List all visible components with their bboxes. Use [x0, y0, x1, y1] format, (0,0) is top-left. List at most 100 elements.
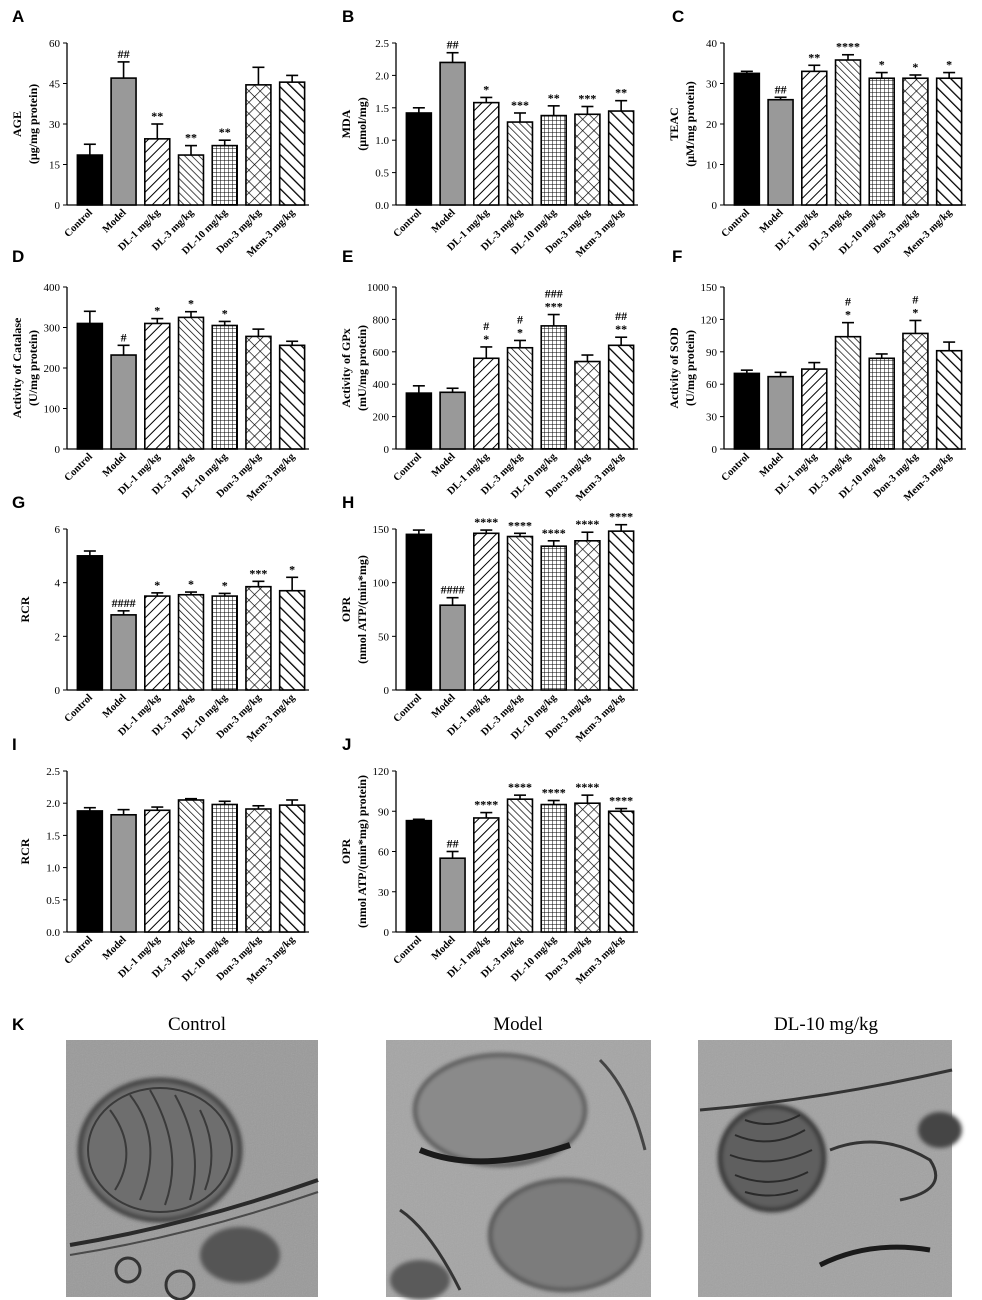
x-tick-label: Model: [101, 207, 129, 235]
bar-dl-10-mg-kg: [868, 357, 895, 450]
y-tick-label: 1.0: [375, 135, 389, 147]
chart-panel-b: B 0.0 0.5 1.0 1.5 2.0 2.5 MDA (μmol/mg) Control ##…: [339, 7, 638, 259]
y-axis-unit: (U/mg protein): [683, 330, 697, 406]
bar-dl-10-mg-kg: [868, 77, 895, 206]
panel-letter-h: H: [342, 493, 354, 512]
y-tick-label: 0.5: [375, 168, 389, 180]
y-axis-unit: (U/mg protein): [26, 330, 40, 406]
bar-don-3-mg-kg: [574, 360, 601, 450]
y-tick-label: 0: [55, 444, 61, 456]
bar-dl-10-mg-kg: [211, 324, 238, 450]
y-tick-label: 0.0: [46, 927, 60, 939]
y-tick-label: 120: [373, 766, 390, 778]
panel-letter-g: G: [12, 493, 25, 512]
y-tick-label: 50: [378, 631, 390, 643]
y-tick-label: 1.5: [46, 830, 60, 842]
significance-label: ##: [615, 309, 627, 323]
y-axis-label: MDA: [339, 109, 353, 138]
bar-mem-3-mg-kg: [607, 530, 635, 691]
bar-dl-3-mg-kg: [506, 535, 534, 691]
x-tick-label: Model: [430, 934, 458, 962]
y-tick-label: 30: [49, 119, 61, 131]
y-axis-label: Activity of Catalase: [10, 317, 24, 418]
y-tick-label: 2.0: [375, 70, 389, 82]
y-tick-label: 20: [706, 119, 718, 131]
significance-label: **: [185, 131, 197, 145]
significance-label: **: [219, 125, 231, 139]
bar-model: [439, 604, 466, 691]
y-axis-unit: (nmol ATP/(min*mg) protein): [355, 775, 369, 928]
bar-control: [405, 819, 433, 933]
significance-label: ****: [508, 780, 532, 794]
significance-label: ***: [578, 92, 596, 106]
bar-mem-3-mg-kg: [278, 344, 306, 450]
y-tick-label: 90: [378, 806, 390, 818]
bar-dl-3-mg-kg: [506, 346, 534, 450]
y-tick-label: 0: [712, 444, 718, 456]
chart-panel-h: H 0 50 100 150 OPR (nmol ATP/(min*mg) Control ##…: [339, 493, 638, 744]
y-tick-label: 120: [701, 314, 718, 326]
bar-model: [767, 98, 794, 206]
bar-dl-3-mg-kg: [834, 59, 862, 206]
bar-dl-1-mg-kg: [801, 70, 828, 206]
bar-mem-3-mg-kg: [607, 110, 635, 206]
x-tick-label: Model: [430, 207, 458, 235]
y-tick-label: 30: [378, 887, 390, 899]
x-tick-label: Control: [392, 207, 424, 239]
em-caption-model: Model: [493, 1014, 543, 1035]
significance-label: *: [946, 58, 952, 72]
bar-mem-3-mg-kg: [935, 349, 963, 450]
bar-model: [110, 614, 137, 691]
significance-label: **: [615, 322, 627, 336]
x-tick-label: Control: [63, 934, 95, 966]
x-tick-label: Model: [758, 207, 786, 235]
x-tick-label: Control: [392, 451, 424, 483]
y-axis-label: Activity of GPx: [339, 328, 353, 407]
y-tick-label: 200: [373, 412, 390, 424]
y-tick-label: 800: [373, 314, 390, 326]
y-tick-label: 200: [44, 363, 61, 375]
bar-dl-3-mg-kg: [177, 799, 205, 933]
panel-letter-b: B: [342, 7, 354, 26]
bar-dl-1-mg-kg: [144, 809, 171, 933]
y-tick-label: 90: [706, 347, 718, 359]
significance-label: ****: [575, 517, 599, 531]
x-tick-label: Model: [430, 692, 458, 720]
y-axis-label: RCR: [18, 596, 32, 622]
x-tick-label: Control: [392, 934, 424, 966]
chart-panel-d: D 0 100 200 300 400 Activity of Catalase (U/mg …: [10, 247, 309, 503]
significance-label: *: [517, 325, 523, 339]
bar-mem-3-mg-kg: [607, 810, 635, 933]
panel-letter-d: D: [12, 247, 24, 266]
bar-model: [110, 77, 137, 206]
y-tick-label: 0: [55, 200, 61, 212]
y-tick-label: 60: [378, 847, 390, 859]
panel-letter-i: I: [12, 735, 17, 754]
y-tick-label: 100: [44, 404, 61, 416]
bar-don-3-mg-kg: [245, 808, 272, 933]
y-tick-label: 100: [373, 578, 390, 590]
bar-dl-3-mg-kg: [834, 335, 862, 450]
significance-label: ####: [112, 596, 136, 610]
bar-model: [439, 857, 466, 933]
bar-control: [405, 112, 433, 206]
y-tick-label: 600: [373, 347, 390, 359]
chart-panel-c: C 0 10 20 30 40 TEAC (μM/mg protein) Control ## Mo…: [667, 7, 966, 259]
panel-letter-k: K: [12, 1015, 25, 1034]
bar-dl-1-mg-kg: [473, 357, 500, 450]
chart-panel-e: E 0 200 400 600 800 1000 Activity of GPx (mU/mg …: [339, 247, 638, 503]
bar-dl-1-mg-kg: [473, 817, 500, 933]
em-panel: K Control Model DL-10 mg/kg: [12, 1014, 962, 1300]
panel-letter-c: C: [672, 7, 684, 26]
x-tick-label: Model: [758, 451, 786, 479]
x-tick-label: Control: [63, 692, 95, 724]
y-tick-label: 1.5: [375, 103, 389, 115]
y-axis-unit: (mU/mg protein): [355, 325, 369, 411]
x-tick-label: Control: [720, 207, 752, 239]
significance-label: *: [289, 562, 295, 576]
y-tick-label: 15: [49, 160, 61, 172]
micrograph-control: [66, 1040, 319, 1300]
significance-label: *: [222, 306, 228, 320]
significance-label: *: [845, 308, 851, 322]
